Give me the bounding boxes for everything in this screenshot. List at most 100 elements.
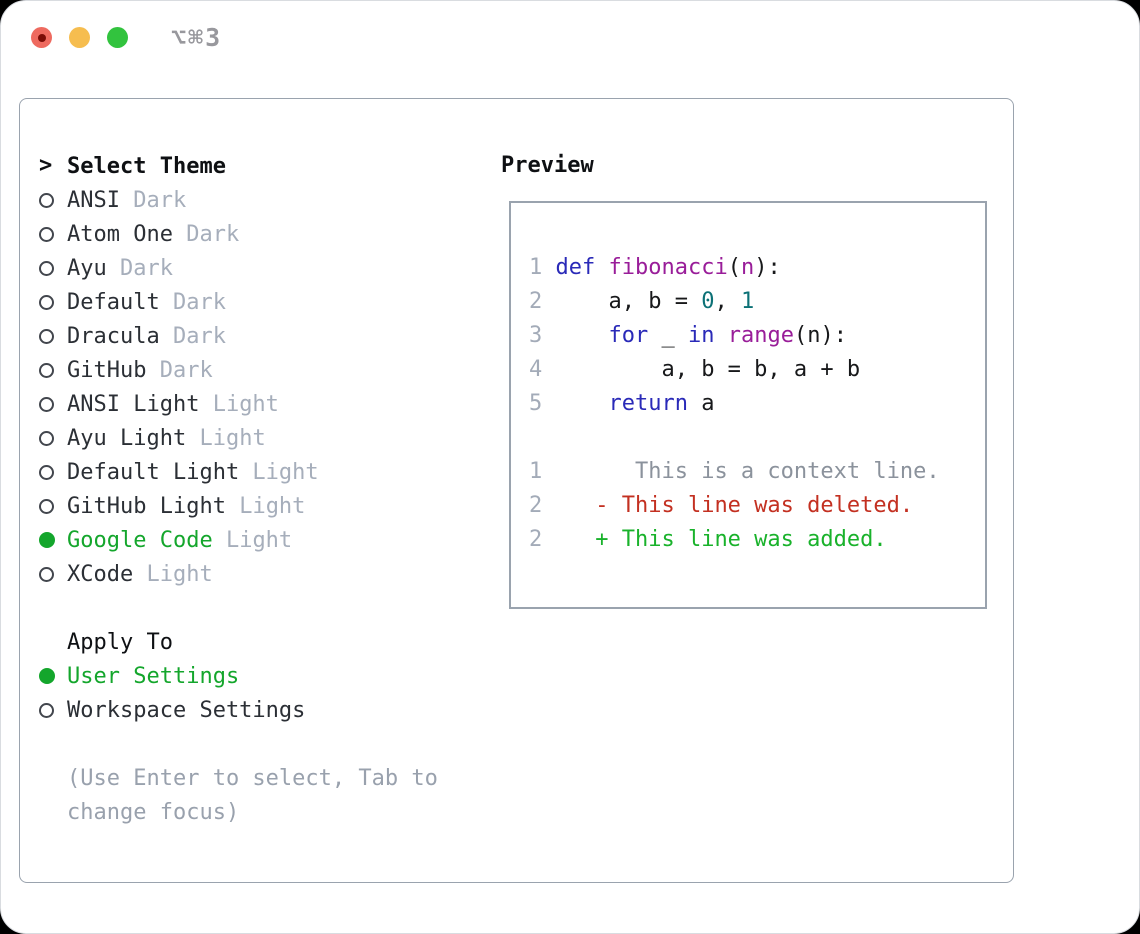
line-number: 2: [529, 527, 556, 552]
radio-unselected-icon: [39, 430, 67, 446]
radio-unselected-icon: [39, 362, 67, 378]
code-token: 1: [740, 289, 755, 314]
apply-to-options: User Settings Workspace Settings: [39, 659, 489, 727]
theme-list-title: Select Theme: [67, 153, 226, 179]
radio-unselected-icon: [39, 566, 67, 582]
apply-to-label: User Settings: [67, 663, 240, 689]
minimize-button[interactable]: [69, 27, 90, 48]
theme-variant: Light: [186, 425, 266, 451]
code-token: return: [608, 391, 688, 416]
radio-unselected-icon: [39, 464, 67, 480]
radio-unselected-icon: [39, 192, 67, 208]
theme-option[interactable]: XCode Light: [39, 557, 489, 591]
theme-variant: Light: [199, 391, 279, 417]
theme-name: XCode: [67, 561, 134, 587]
apply-to-option[interactable]: User Settings: [39, 659, 489, 693]
line-number: 4: [529, 357, 556, 382]
code-line: [529, 421, 967, 455]
theme-variant: Light: [225, 493, 306, 519]
line-number: 2: [529, 289, 556, 314]
code-token: def: [555, 255, 609, 280]
theme-list-header-row: > Select Theme: [39, 149, 489, 183]
line-number: 1: [529, 255, 556, 280]
code-line: 2 + This line was added.: [529, 523, 967, 557]
line-number: 3: [529, 323, 556, 348]
theme-variant: Dark: [119, 187, 187, 213]
code-token: - This line was deleted.: [555, 493, 914, 518]
theme-option[interactable]: Default Dark: [39, 285, 489, 319]
prompt-marker: >: [39, 149, 67, 183]
code-token: This is a context line.: [555, 459, 940, 484]
close-button[interactable]: [31, 27, 52, 48]
theme-variant: Dark: [172, 221, 240, 247]
radio-unselected-icon: [39, 702, 67, 718]
radio-unselected-icon: [39, 328, 67, 344]
theme-option[interactable]: GitHub Light Light: [39, 489, 489, 523]
code-token: 0: [701, 289, 715, 314]
theme-option[interactable]: Ayu Dark: [39, 251, 489, 285]
apply-to-header-row: Apply To: [39, 625, 489, 659]
theme-variant: Light: [239, 459, 319, 485]
theme-variant: Dark: [146, 357, 213, 383]
radio-selected-icon: [39, 668, 67, 684]
theme-variant: Light: [133, 561, 213, 587]
theme-name: ANSI Light: [67, 391, 200, 417]
theme-option[interactable]: ANSI Light Light: [39, 387, 489, 421]
radio-unselected-icon: [39, 294, 67, 310]
theme-name: Default: [67, 289, 160, 315]
code-token: _: [648, 323, 688, 348]
theme-name: Google Code: [67, 527, 213, 553]
help-text-line: change focus): [67, 799, 240, 825]
code-token: a: [687, 391, 715, 416]
spacer-row: [39, 727, 489, 761]
radio-unselected-icon: [39, 396, 67, 412]
radio-unselected-icon: [39, 498, 67, 514]
code-token: range: [727, 323, 794, 348]
radio-selected-icon: [39, 532, 67, 548]
apply-to-label: Workspace Settings: [67, 697, 306, 723]
theme-variant: Dark: [159, 289, 226, 315]
theme-option[interactable]: ANSI Dark: [39, 183, 489, 217]
code-token: fibonacci: [608, 255, 728, 280]
code-token: for: [608, 323, 649, 348]
theme-option[interactable]: Ayu Light Light: [39, 421, 489, 455]
theme-name: GitHub Light: [67, 493, 226, 519]
code-line: 4 a, b = b, a + b: [529, 353, 967, 387]
theme-variant: Light: [212, 527, 293, 553]
code-token: n: [740, 255, 755, 280]
zoom-button[interactable]: [107, 27, 128, 48]
theme-option[interactable]: Atom One Dark: [39, 217, 489, 251]
code-line: 2 a, b = 0, 1: [529, 285, 967, 319]
theme-option[interactable]: Google Code Light: [39, 523, 489, 557]
theme-option[interactable]: GitHub Dark: [39, 353, 489, 387]
preview-title: Preview: [501, 153, 594, 178]
theme-list: > Select Theme ANSI Dark Atom One Dark Ayu…: [39, 149, 489, 829]
code-token: [556, 323, 609, 348]
theme-option[interactable]: Dracula Dark: [39, 319, 489, 353]
code-token: (: [727, 255, 741, 280]
code-token: a, b =: [555, 289, 702, 314]
code-line: 5 return a: [529, 387, 967, 421]
apply-to-title: Apply To: [67, 629, 173, 655]
theme-option[interactable]: Default Light Light: [39, 455, 489, 489]
line-number: 5: [529, 391, 556, 416]
help-text: (Use Enter to select, Tab to change focus…: [39, 761, 489, 829]
help-text-line: (Use Enter to select, Tab to: [67, 765, 438, 791]
theme-name: Ayu Light: [67, 425, 187, 451]
code-token: a, b = b, a + b: [555, 357, 861, 382]
record-dot-icon: [37, 33, 46, 42]
line-number: 2: [529, 493, 556, 518]
theme-name: Dracula: [67, 323, 160, 349]
apply-to-option[interactable]: Workspace Settings: [39, 693, 489, 727]
code-line: 2 - This line was deleted.: [529, 489, 967, 523]
code-line: 1 def fibonacci(n):: [529, 251, 967, 285]
code-line: 3 for _ in range(n):: [529, 319, 967, 353]
spacer-row: [39, 591, 489, 625]
code-token: in: [687, 323, 715, 348]
theme-name: Atom One: [67, 221, 173, 247]
line-number: 1: [529, 459, 556, 484]
code-token: + This line was added.: [555, 527, 887, 552]
theme-selector-panel: [19, 98, 1014, 883]
radio-unselected-icon: [39, 226, 67, 242]
